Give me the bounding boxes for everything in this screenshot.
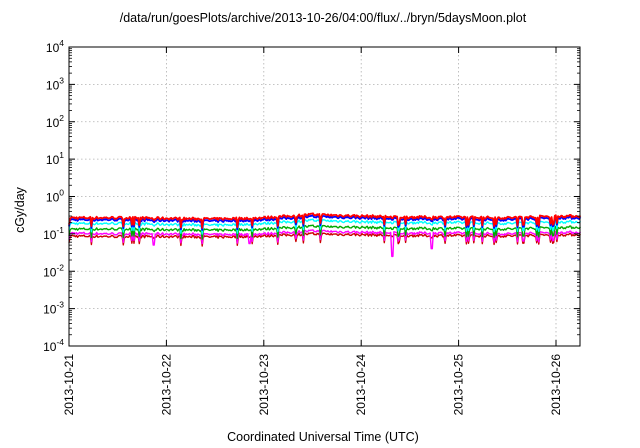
x-tick-label: 2013-10-25 [452, 354, 466, 416]
y-tick-label: 101 [46, 150, 64, 167]
x-tick-label: 2013-10-22 [159, 354, 173, 416]
grid [69, 47, 580, 346]
y-tick-label: 10-1 [43, 225, 64, 242]
y-tick-label: 103 [46, 75, 64, 92]
series-line [68, 212, 582, 229]
ticks [68, 46, 580, 347]
y-tick-label: 10-4 [43, 337, 64, 354]
y-tick-labels: 10-4 10-3 10-2 10-1 100 101 102 103 104 [43, 38, 64, 354]
x-tick-labels: 2013-10-21 2013-10-22 2013-10-23 2013-10-24… [62, 354, 563, 416]
y-tick-label: 10-3 [43, 300, 64, 317]
x-tick-label: 2013-10-23 [257, 354, 271, 416]
chart-title: /data/run/goesPlots/archive/2013-10-26/0… [120, 11, 527, 25]
y-tick-label: 102 [46, 113, 64, 130]
series-layer [68, 212, 582, 258]
y-tick-label: 100 [46, 188, 64, 205]
x-axis-label: Coordinated Universal Time (UTC) [227, 430, 419, 444]
x-tick-label: 2013-10-24 [354, 354, 368, 416]
y-tick-label: 10-2 [43, 262, 64, 279]
x-tick-label: 2013-10-21 [62, 354, 76, 416]
x-tick-label: 2013-10-26 [549, 354, 563, 416]
y-tick-label: 104 [46, 38, 64, 55]
y-axis-label: cGy/day [13, 186, 27, 233]
